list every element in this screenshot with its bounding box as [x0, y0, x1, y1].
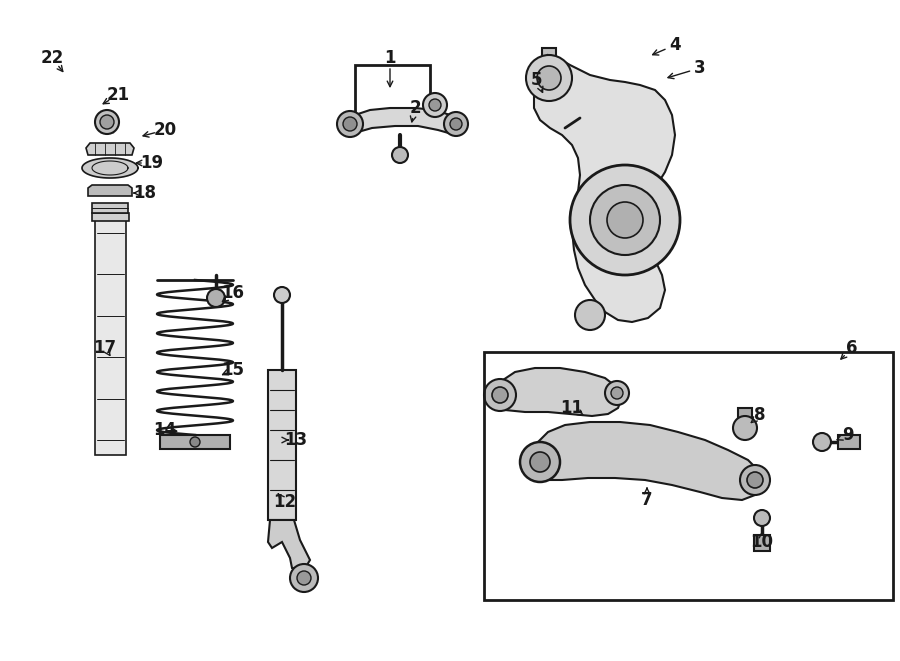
Text: 3: 3	[694, 59, 706, 77]
Text: 7: 7	[641, 491, 652, 509]
Circle shape	[590, 185, 660, 255]
Polygon shape	[344, 108, 462, 134]
Text: 8: 8	[754, 406, 766, 424]
Circle shape	[392, 147, 408, 163]
Circle shape	[484, 379, 516, 411]
Text: 16: 16	[221, 284, 245, 302]
Bar	[160, 435, 230, 449]
Circle shape	[607, 202, 643, 238]
Text: 6: 6	[846, 339, 858, 357]
Text: 4: 4	[670, 36, 680, 54]
Circle shape	[754, 510, 770, 526]
Bar	[355, 65, 430, 115]
Text: 1: 1	[384, 49, 396, 67]
Polygon shape	[492, 368, 622, 416]
Circle shape	[526, 55, 572, 101]
Text: 19: 19	[140, 154, 164, 172]
Circle shape	[337, 111, 363, 137]
Text: 17: 17	[94, 339, 117, 357]
Circle shape	[520, 442, 560, 482]
Text: 12: 12	[274, 493, 297, 511]
Text: 5: 5	[531, 71, 543, 89]
Circle shape	[190, 437, 200, 447]
Circle shape	[290, 564, 318, 592]
Circle shape	[343, 117, 357, 131]
Bar	[838, 435, 860, 449]
Text: 10: 10	[751, 533, 773, 551]
Circle shape	[575, 300, 605, 330]
Text: 20: 20	[153, 121, 176, 139]
Circle shape	[813, 433, 831, 451]
Bar	[754, 535, 770, 551]
Polygon shape	[528, 422, 762, 500]
Polygon shape	[268, 520, 310, 570]
Circle shape	[733, 416, 757, 440]
Circle shape	[530, 452, 550, 472]
Circle shape	[747, 472, 763, 488]
Circle shape	[605, 381, 629, 405]
Circle shape	[95, 110, 119, 134]
Circle shape	[297, 571, 311, 585]
Bar	[92, 213, 129, 221]
Text: 9: 9	[842, 426, 854, 444]
Text: 13: 13	[284, 431, 308, 449]
Circle shape	[570, 165, 680, 275]
Circle shape	[450, 118, 462, 130]
Text: 2: 2	[410, 99, 421, 117]
Text: 15: 15	[221, 361, 245, 379]
Circle shape	[207, 289, 225, 307]
Text: 22: 22	[40, 49, 64, 67]
Text: 14: 14	[153, 421, 176, 439]
Bar	[268, 370, 296, 520]
Bar	[542, 48, 556, 58]
Bar	[95, 218, 126, 455]
Circle shape	[274, 287, 290, 303]
Bar	[738, 408, 752, 418]
Circle shape	[100, 115, 114, 129]
Circle shape	[429, 99, 441, 111]
Text: 21: 21	[106, 86, 130, 104]
Polygon shape	[88, 185, 132, 196]
Polygon shape	[534, 55, 675, 322]
Bar	[92, 203, 128, 213]
Circle shape	[423, 93, 447, 117]
Text: 18: 18	[133, 184, 157, 202]
Circle shape	[444, 112, 468, 136]
Polygon shape	[86, 143, 134, 155]
Text: 11: 11	[561, 399, 583, 417]
Circle shape	[740, 465, 770, 495]
Bar	[484, 352, 893, 600]
Polygon shape	[82, 158, 138, 178]
Circle shape	[492, 387, 508, 403]
Circle shape	[537, 66, 561, 90]
Circle shape	[611, 387, 623, 399]
